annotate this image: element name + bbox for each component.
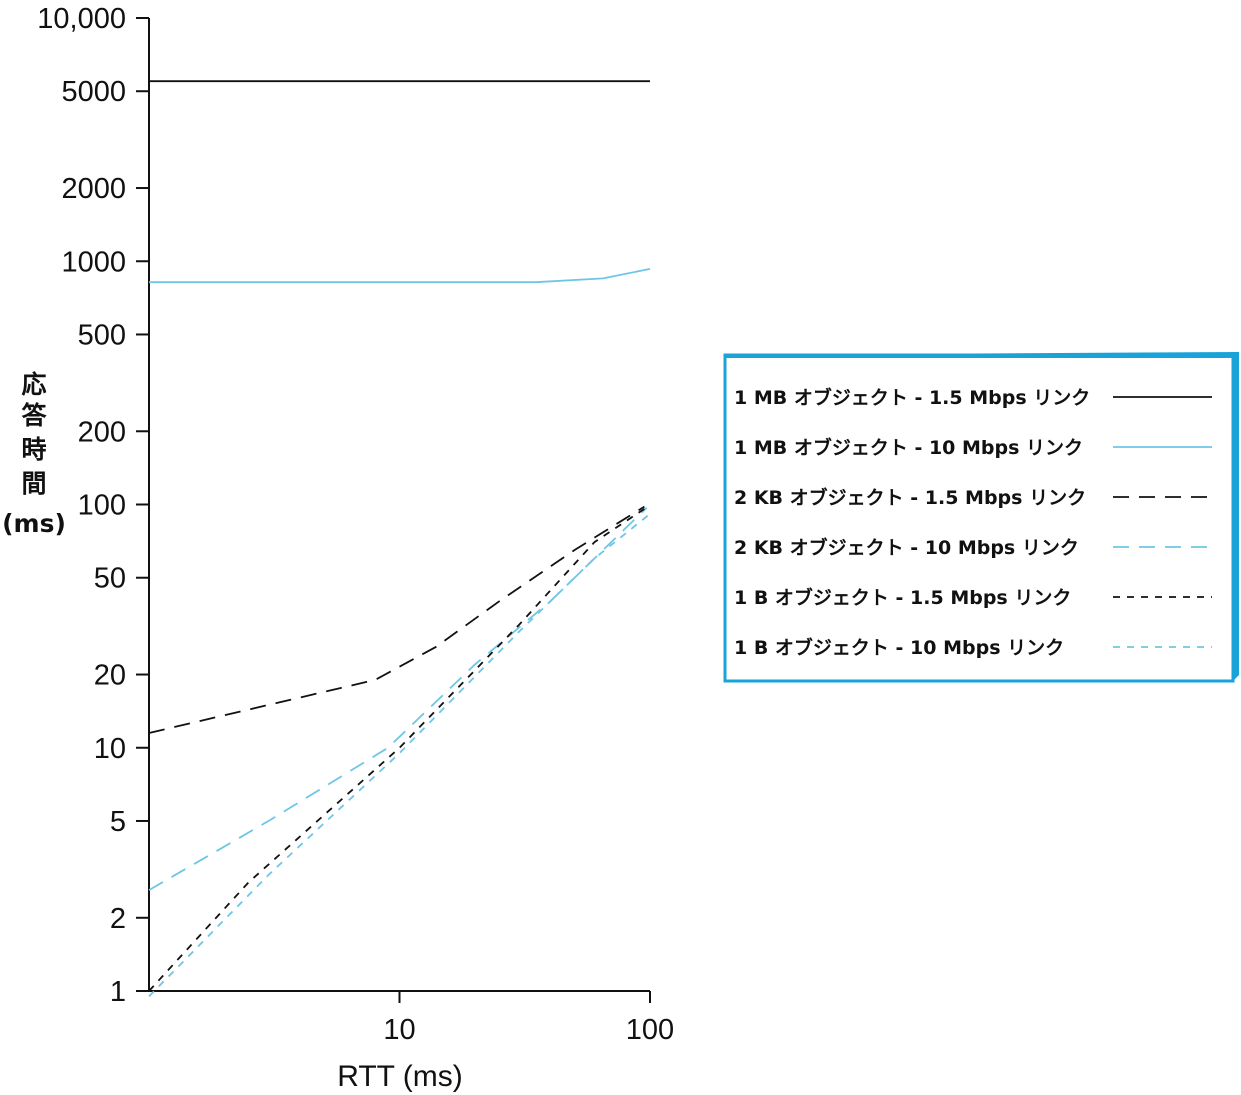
x-tick-label: 100 [626, 1014, 674, 1046]
legend-label: 1 B オブジェクト - 1.5 Mbps リンク [734, 586, 1071, 609]
y-tick-label: 1 [110, 976, 126, 1008]
x-axis-title: RTT (ms) [337, 1060, 463, 1093]
series-line-2 [149, 268, 651, 284]
y-tick-label: 5000 [61, 76, 126, 108]
series-layer [148, 80, 651, 998]
legend-label: 1 MB オブジェクト - 10 Mbps リンク [734, 436, 1083, 459]
y-axis-title-char: 間 [21, 469, 46, 498]
x-tick-label: 10 [383, 1014, 415, 1046]
legend: 1 MB オブジェクト - 1.5 Mbps リンク 1 MB オブジェクト - … [723, 352, 1239, 683]
series-line-6 [148, 514, 649, 998]
axes [148, 18, 650, 992]
series-line-4 [148, 507, 648, 891]
y-axis-title-char: 答 [21, 401, 47, 430]
y-tick-label: 200 [78, 416, 126, 448]
y-axis-title-char: 時 [21, 435, 46, 464]
y-tick-label: 1000 [61, 246, 126, 278]
y-tick-label: 10,000 [37, 3, 126, 35]
x-ticks: 10 100 [383, 991, 674, 1046]
y-axis-title-char: 応 [21, 370, 46, 399]
legend-label: 2 KB オブジェクト - 1.5 Mbps リンク [734, 486, 1086, 509]
y-tick-label: 2000 [61, 173, 126, 205]
y-ticks: 1 2 5 10 20 50 100 200 500 1000 2000 5000 10,000 [37, 3, 149, 1008]
y-tick-label: 2 [110, 903, 126, 935]
legend-rows: 1 MB オブジェクト - 1.5 Mbps リンク 1 MB オブジェクト - … [734, 386, 1212, 659]
y-axis-title: 応 答 時 間 (ms) [2, 370, 66, 538]
y-tick-label: 500 [78, 319, 126, 351]
y-axis-title-unit: (ms) [2, 509, 66, 538]
legend-label: 2 KB オブジェクト - 10 Mbps リンク [734, 536, 1079, 559]
y-tick-label: 20 [94, 660, 126, 692]
y-tick-label: 5 [110, 806, 126, 838]
series-line-3 [148, 505, 645, 734]
legend-label: 1 MB オブジェクト - 1.5 Mbps リンク [734, 386, 1090, 409]
y-tick-label: 50 [94, 563, 126, 595]
y-tick-label: 100 [78, 490, 126, 522]
series-line-5 [148, 505, 649, 992]
legend-label: 1 B オブジェクト - 10 Mbps リンク [734, 636, 1064, 659]
y-tick-label: 10 [94, 733, 126, 765]
